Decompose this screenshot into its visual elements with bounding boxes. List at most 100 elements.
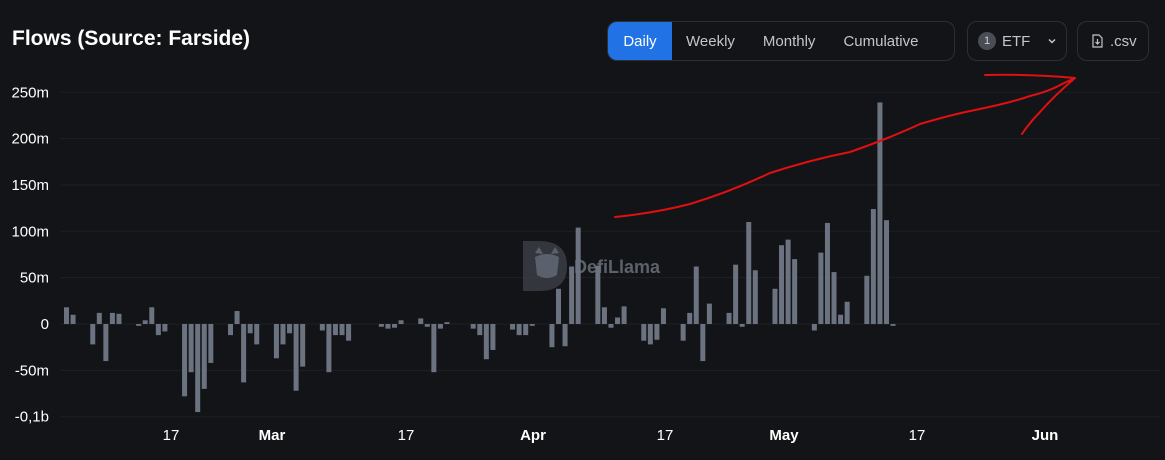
x-tick-label: 17 [657,427,674,444]
bar [378,324,384,327]
bar [641,324,647,341]
bar [811,324,817,331]
bar [392,324,397,328]
tab-daily[interactable]: Daily [608,22,672,60]
y-tick-label: 100m [11,223,49,240]
bar [444,322,450,324]
x-tick-label: 17 [909,427,926,444]
bar [70,314,76,324]
bar [431,324,437,373]
bar [733,264,739,324]
tab-weekly[interactable]: Weekly [686,32,735,50]
bar [483,324,489,360]
bar [706,303,712,324]
bar [870,209,876,324]
bar [195,324,201,413]
chart-title: Flows (Source: Farside) [12,27,251,50]
x-tick-label: Mar [259,427,286,444]
bar [437,324,443,329]
x-tick-label: 17 [398,427,415,444]
bar [90,324,96,345]
bar [864,275,870,324]
bar [884,220,889,324]
chevron-down-icon [1048,38,1056,44]
bar [693,266,699,324]
bar [792,259,798,324]
bar [647,324,653,345]
bar [300,324,306,367]
x-tick-label: May [769,427,799,444]
bar [247,324,253,334]
download-csv-label: .csv [1110,32,1137,50]
bar [680,324,686,341]
bar [510,324,516,330]
bar-series [64,102,896,413]
bar [529,324,535,326]
bar [136,324,142,326]
bar [746,222,752,324]
bar [116,313,122,324]
bar [109,312,115,324]
bar [687,312,693,324]
y-tick-label: -0,1b [15,409,49,426]
bar [844,301,850,324]
bar [64,307,69,324]
hand-drawn-arrow-annotation [614,73,1076,218]
tab-cumulative[interactable]: Cumulative [843,32,919,50]
y-tick-label: 0 [41,316,49,333]
bar [346,324,352,341]
download-file-icon [1092,34,1103,48]
bar [470,324,476,329]
bar [273,324,279,359]
bar [398,320,404,324]
bar [326,324,332,373]
bar [595,265,601,324]
bar [385,324,391,329]
bar [890,324,896,326]
bar [779,245,785,324]
bar [96,312,102,324]
bar [155,324,161,336]
bar [280,324,286,345]
grid-lines [60,91,1160,418]
bar [818,252,824,324]
tab-monthly[interactable]: Monthly [762,32,816,50]
bar [556,288,561,324]
x-axis: 17 Mar 17 Apr 17 May 17 Jun [163,427,1059,444]
bar [228,324,233,336]
bar [424,324,430,327]
bar [569,266,575,324]
bar [877,102,883,324]
y-tick-label: 250m [11,84,49,101]
bar [241,324,247,383]
y-tick-label: -50m [15,362,49,379]
bar [608,324,614,328]
bar [293,324,299,391]
bar [162,324,168,332]
bar [490,324,496,350]
bar [339,324,345,336]
bar [319,324,325,331]
bar [772,288,778,324]
download-csv-button[interactable]: .csv [1077,21,1149,61]
bar [254,324,260,345]
filter-count-badge: 1 [978,32,996,50]
y-tick-label: 50m [20,270,49,287]
x-tick-label: Apr [520,427,546,444]
bar [234,311,240,324]
bar [287,324,293,334]
bar [188,324,194,373]
bar [477,324,483,336]
bar [726,312,732,324]
period-tabs: Daily Weekly Monthly Cumulative [607,21,955,61]
llama-logo-icon [523,241,567,291]
bar [201,324,207,389]
etf-filter-button[interactable]: 1 ETF [967,21,1067,61]
bar [562,324,568,347]
etf-filter-label: ETF [1002,32,1031,50]
bar [752,270,758,324]
bar [601,307,607,324]
bar [575,227,581,324]
bar [332,324,338,336]
